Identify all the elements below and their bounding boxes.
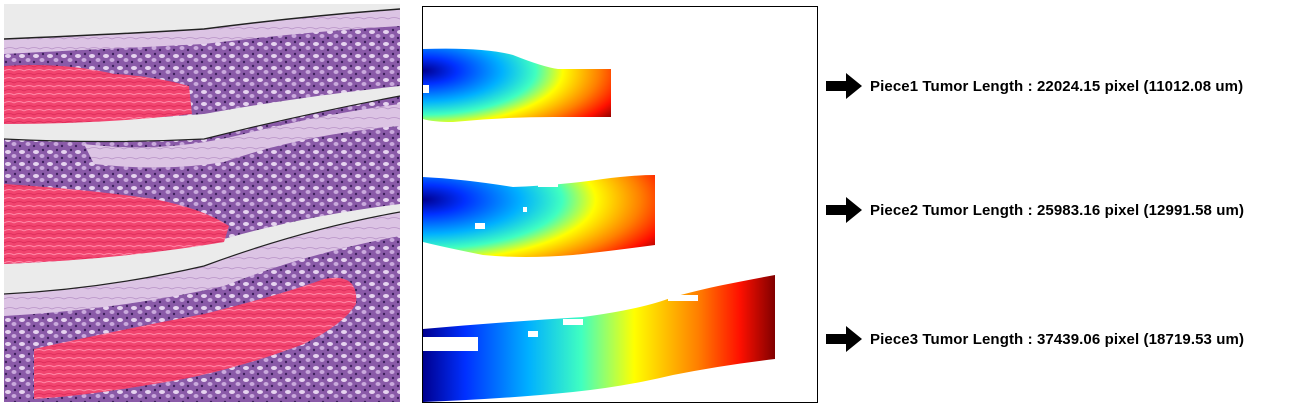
histology-svg [3,8,401,402]
result-row-2: Piece2 Tumor Length : 25983.16 pixel (12… [826,195,1244,225]
length-colormap-panel [422,6,818,403]
colormap-piece-1 [423,48,611,122]
histology-piece-1 [3,8,401,124]
right-arrow-icon [826,326,862,352]
right-arrow-icon [826,197,862,223]
colormap-svg [423,48,775,402]
histology-piece-3 [3,211,401,402]
piece2-tumor-length: Piece2 Tumor Length : 25983.16 pixel (12… [870,201,1245,219]
piece1-tumor-length: Piece1 Tumor Length : 22024.15 pixel (11… [870,77,1244,95]
colormap-piece-2 [423,175,655,257]
result-row-1: Piece1 Tumor Length : 22024.15 pixel (11… [826,71,1243,101]
result-row-3: Piece3 Tumor Length : 37439.06 pixel (18… [826,324,1244,354]
colormap-piece-3 [423,275,775,402]
right-arrow-icon [826,73,862,99]
histology-piece-2 [3,95,401,264]
piece3-tumor-length: Piece3 Tumor Length : 37439.06 pixel (18… [870,330,1245,348]
histology-image [3,4,401,402]
